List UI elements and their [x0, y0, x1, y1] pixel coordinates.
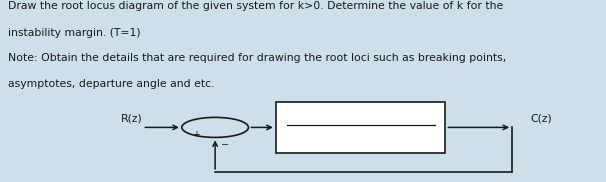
Text: asymptotes, departure angle and etc.: asymptotes, departure angle and etc.: [8, 79, 215, 89]
FancyBboxPatch shape: [276, 102, 445, 153]
Text: +: +: [193, 130, 201, 139]
Text: 0.6kz: 0.6kz: [346, 110, 375, 120]
Text: instability margin. (T=1): instability margin. (T=1): [8, 28, 141, 38]
Text: C(z): C(z): [530, 114, 552, 124]
Text: Note: Obtain the details that are required for drawing the root loci such as bre: Note: Obtain the details that are requir…: [8, 53, 506, 63]
Text: R(z): R(z): [121, 114, 143, 124]
Text: Draw the root locus diagram of the given system for k>0. Determine the value of : Draw the root locus diagram of the given…: [8, 1, 503, 11]
Text: (z − 1)(z −0.4): (z − 1)(z −0.4): [320, 129, 401, 139]
Text: −: −: [221, 139, 229, 148]
